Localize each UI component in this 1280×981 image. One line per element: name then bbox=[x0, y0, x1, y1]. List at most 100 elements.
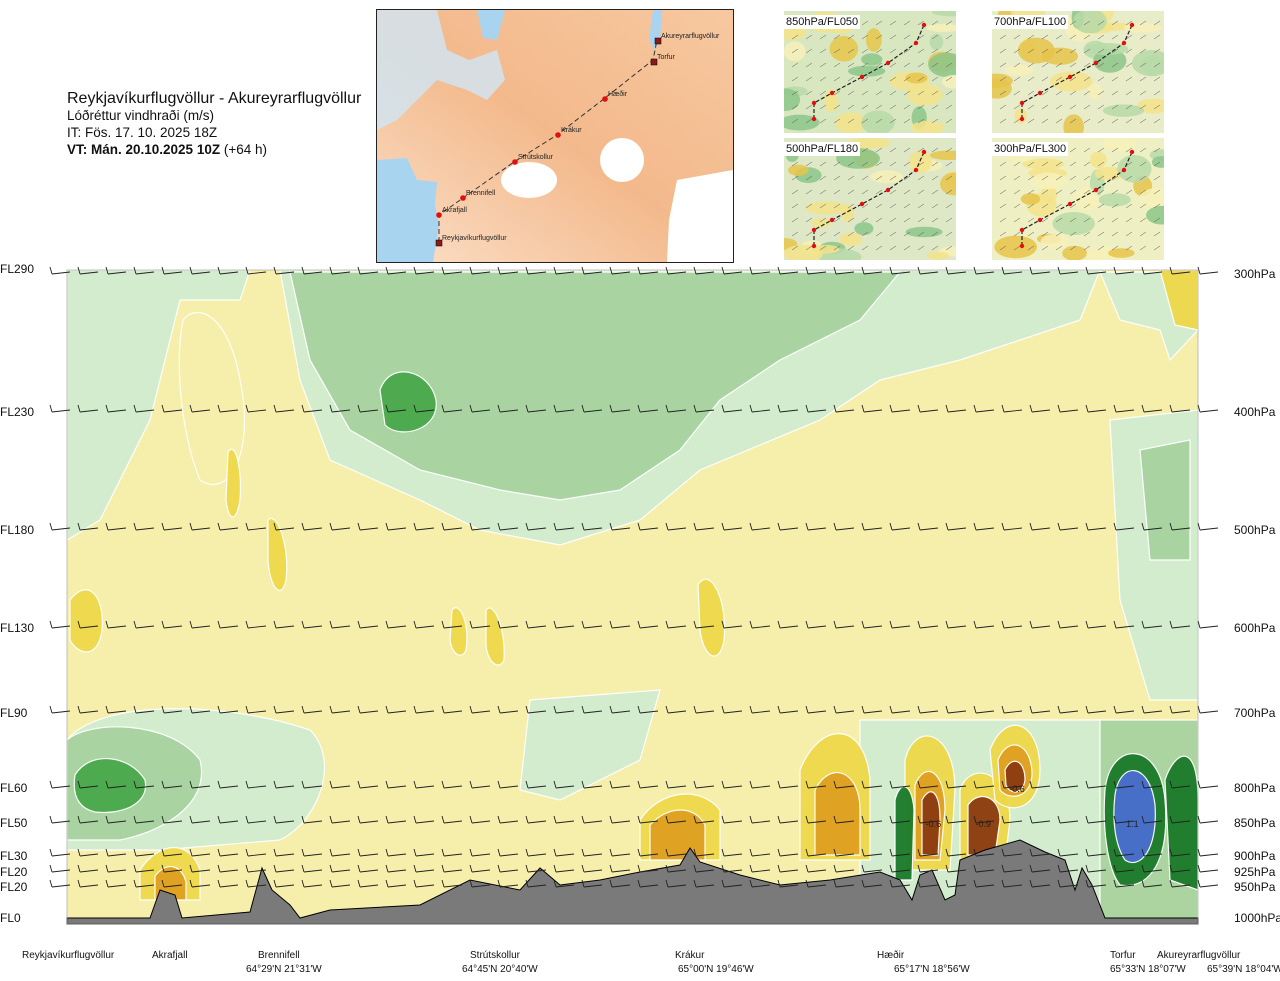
wind-barb-flag bbox=[805, 522, 809, 531]
wind-barb-flag bbox=[637, 620, 641, 629]
updraft-core bbox=[814, 772, 861, 856]
level-map-waypoint bbox=[811, 116, 817, 122]
wind-barb-flag bbox=[273, 864, 277, 873]
wind-barb bbox=[415, 869, 435, 873]
wind-barb bbox=[975, 527, 995, 531]
level-map-barb bbox=[1027, 217, 1035, 223]
pressure-level-label: 500hPa bbox=[1234, 523, 1276, 537]
wind-barb-flag bbox=[581, 522, 585, 531]
location-name: Reykjavíkurflugvöllur bbox=[22, 950, 115, 961]
level-map-label: 300hPa/FL300 bbox=[992, 142, 1069, 156]
level-map-barb bbox=[1125, 231, 1133, 237]
wind-barb-flag bbox=[1169, 815, 1173, 824]
level-map-barb bbox=[1153, 34, 1161, 40]
waypoint-marker bbox=[654, 37, 662, 45]
wind-barb bbox=[1199, 869, 1219, 873]
wind-barb-flag bbox=[693, 879, 697, 888]
level-map-barb bbox=[931, 189, 939, 195]
level-map: 700hPa/FL100 bbox=[992, 11, 1164, 133]
ocean-west bbox=[377, 158, 439, 262]
wind-barb bbox=[1171, 409, 1191, 413]
level-map-barb bbox=[819, 118, 827, 124]
level-map-barb bbox=[1069, 34, 1077, 40]
level-map-barb bbox=[1153, 76, 1161, 82]
wind-barb-flag bbox=[161, 848, 165, 857]
level-map-barb bbox=[1041, 203, 1049, 209]
wind-barb-flag bbox=[1057, 266, 1061, 275]
wind-barb-flag bbox=[917, 522, 921, 531]
wind-barb bbox=[1031, 271, 1051, 275]
level-map-barb bbox=[889, 118, 897, 124]
wind-barb bbox=[1031, 884, 1051, 888]
wind-barb-flag bbox=[1113, 780, 1117, 789]
wind-barb-flag bbox=[1169, 780, 1173, 789]
wind-barb bbox=[919, 785, 939, 789]
level-map-barb bbox=[1139, 62, 1147, 68]
level-map-barb bbox=[791, 118, 799, 124]
wind-barb bbox=[807, 884, 827, 888]
level-map-barb bbox=[945, 34, 953, 40]
level-map-barb bbox=[791, 76, 799, 82]
level-map-label: 500hPa/FL180 bbox=[784, 142, 861, 156]
wind-barb-flag bbox=[1001, 620, 1005, 629]
wind-barb bbox=[191, 625, 211, 629]
level-map-waypoint bbox=[885, 187, 891, 193]
wind-barb bbox=[583, 271, 603, 275]
wind-barb bbox=[387, 625, 407, 629]
level-map-barb bbox=[917, 147, 925, 153]
pressure-level-label: 700hPa bbox=[1234, 706, 1276, 720]
level-map-barb bbox=[917, 118, 925, 124]
level-map-barb bbox=[819, 34, 827, 40]
wind-barb bbox=[639, 527, 659, 531]
wind-barb-flag bbox=[637, 780, 641, 789]
wind-barb-flag bbox=[945, 522, 949, 531]
level-map-barb bbox=[833, 175, 841, 181]
wind-barb bbox=[1059, 820, 1079, 824]
level-map-barb bbox=[861, 90, 869, 96]
wind-barb-flag bbox=[217, 620, 221, 629]
wind-barb bbox=[919, 271, 939, 275]
wind-barb bbox=[947, 884, 967, 888]
level-map-barb bbox=[805, 76, 813, 82]
wind-barb-flag bbox=[637, 848, 641, 857]
wind-barb bbox=[639, 625, 659, 629]
level-map-barb bbox=[1111, 118, 1119, 124]
wind-barb-flag bbox=[637, 705, 641, 714]
wind-barb-flag bbox=[777, 848, 781, 857]
wind-barb-flag bbox=[917, 705, 921, 714]
wind-barb bbox=[471, 527, 491, 531]
wind-barb bbox=[807, 271, 827, 275]
wind-barb-flag bbox=[105, 815, 109, 824]
wind-barb bbox=[1115, 785, 1135, 789]
wind-barb bbox=[1003, 409, 1023, 413]
updraft-region bbox=[225, 448, 241, 518]
wind-barb-flag bbox=[749, 705, 753, 714]
wind-barb-flag bbox=[973, 266, 977, 275]
wind-barb-flag bbox=[385, 879, 389, 888]
wind-barb bbox=[807, 625, 827, 629]
wind-barb-flag bbox=[889, 705, 893, 714]
level-map-waypoint bbox=[913, 40, 919, 46]
wind-barb bbox=[1003, 869, 1023, 873]
wind-barb-flag bbox=[161, 620, 165, 629]
wind-barb bbox=[667, 869, 687, 873]
wind-barb bbox=[527, 625, 547, 629]
wind-barb-flag bbox=[721, 705, 725, 714]
wind-barb-flag bbox=[805, 705, 809, 714]
waypoint-label: Hæðir bbox=[608, 90, 628, 98]
wind-barb-flag bbox=[777, 620, 781, 629]
wind-barb-flag bbox=[1001, 404, 1005, 413]
wind-barb-flag bbox=[217, 848, 221, 857]
level-map-barb bbox=[791, 217, 799, 223]
wind-barb-row bbox=[49, 815, 1219, 824]
level-map-barb bbox=[1097, 161, 1105, 167]
wind-barb-flag bbox=[609, 705, 613, 714]
level-map-blob bbox=[870, 170, 904, 184]
wind-barb-flag bbox=[693, 705, 697, 714]
wind-barb-flag bbox=[1113, 266, 1117, 275]
wind-barb bbox=[975, 710, 995, 714]
wind-barb bbox=[1003, 853, 1023, 857]
issue-time: IT: Fös. 17. 10. 2025 18Z bbox=[67, 125, 218, 140]
wind-barb bbox=[275, 853, 295, 857]
wind-barb bbox=[919, 527, 939, 531]
